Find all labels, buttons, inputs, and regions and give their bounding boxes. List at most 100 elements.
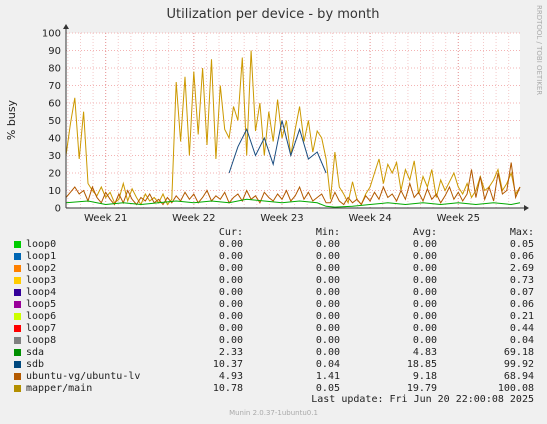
legend-swatch [14,241,21,248]
legend-avg: 0.00 [412,311,437,322]
legend-min: 0.00 [315,251,340,262]
legend-row: mapper/main 10.78 0.05 19.79 100.08 [0,383,547,395]
legend-avg: 0.00 [412,251,437,262]
legend-max: 0.21 [509,311,534,322]
legend-swatch [14,385,21,392]
y-tick-label: 40 [48,134,61,145]
legend-name: sda [26,347,45,358]
legend-avg: 0.00 [412,287,437,298]
legend-swatch [14,253,21,260]
legend-name: ubuntu-vg/ubuntu-lv [26,371,141,382]
legend-max: 0.05 [509,239,534,250]
legend-swatch [14,337,21,344]
legend-cur: 10.78 [212,383,243,394]
legend-avg: 4.83 [412,347,437,358]
legend-row: loop5 0.00 0.00 0.00 0.06 [0,299,547,311]
legend-max: 69.18 [503,347,534,358]
legend-min: 0.00 [315,287,340,298]
legend-row: loop3 0.00 0.00 0.00 0.73 [0,275,547,287]
legend-name: loop5 [26,299,57,310]
x-tick-label: Week 23 [260,213,303,224]
legend-avg: 0.00 [412,275,437,286]
legend-cur: 0.00 [218,287,243,298]
legend-name: loop2 [26,263,57,274]
legend-min: 0.00 [315,311,340,322]
y-tick-label: 70 [48,81,61,92]
legend-min: 0.00 [315,299,340,310]
x-tick-label: Week 25 [437,213,480,224]
legend-cur: 0.00 [218,275,243,286]
legend-avg: 9.18 [412,371,437,382]
legend-avg: 0.00 [412,335,437,346]
legend-avg: 18.85 [406,359,437,370]
rrdtool-credit: RRDTOOL / TOBI OETIKER [535,5,543,95]
legend-cur: 0.00 [218,335,243,346]
legend-swatch [14,289,21,296]
chart-title: Utilization per device - by month [167,7,380,22]
legend-row: sdb 10.37 0.04 18.85 99.92 [0,359,547,371]
y-tick-label: 20 [48,169,61,180]
legend-swatch [14,265,21,272]
legend-row: loop1 0.00 0.00 0.00 0.06 [0,251,547,263]
legend-max: 0.06 [509,299,534,310]
legend-min: 0.00 [315,335,340,346]
legend-name: mapper/main [26,383,93,394]
legend-name: sdb [26,359,45,370]
legend-row: loop2 0.00 0.00 0.00 2.69 [0,263,547,275]
legend-max: 0.07 [509,287,534,298]
legend-row: ubuntu-vg/ubuntu-lv 4.93 1.41 9.18 68.94 [0,371,547,383]
legend-name: loop0 [26,239,57,250]
legend-cur: 4.93 [218,371,243,382]
x-tick-label: Week 24 [348,213,391,224]
x-tick-label: Week 21 [84,213,127,224]
axes: 0 10 20 30 40 50 60 70 80 90 100 Week 21 Week 22 Week… [42,24,529,224]
legend-swatch [14,277,21,284]
legend-row: loop7 0.00 0.00 0.00 0.44 [0,323,547,335]
legend-header: Cur: Min: Avg: Max: [0,227,547,239]
y-tick-label: 100 [42,29,61,40]
footer-version: Munin 2.0.37-1ubuntu0.1 [229,409,318,417]
legend-row: loop4 0.00 0.00 0.00 0.07 [0,287,547,299]
series-line [65,50,521,206]
x-tick-label: Week 22 [172,213,215,224]
legend-swatch [14,373,21,380]
legend-cur: 0.00 [218,299,243,310]
legend-min: 0.00 [315,239,340,250]
plot-area [66,33,520,208]
grid [66,32,520,208]
legend-min: 0.00 [315,323,340,334]
legend-cur: 10.37 [212,359,243,370]
legend-col-cur: Cur: [218,227,243,238]
series-line [65,198,521,208]
series-line [65,162,521,206]
y-axis-label: % busy [5,99,18,140]
legend-swatch [14,361,21,368]
y-tick-label: 0 [55,204,61,215]
legend-max: 2.69 [509,263,534,274]
legend-cur: 0.00 [218,263,243,274]
legend-swatch [14,325,21,332]
legend-name: loop8 [26,335,57,346]
legend-avg: 19.79 [406,383,437,394]
legend-col-max: Max: [509,227,534,238]
y-tick-label: 30 [48,151,61,162]
legend-row: loop0 0.00 0.00 0.00 0.05 [0,239,547,251]
legend-col-min: Min: [315,227,340,238]
x-axis-arrow [524,205,529,211]
legend-name: loop4 [26,287,57,298]
y-tick-label: 80 [48,64,61,75]
legend-row: loop8 0.00 0.00 0.00 0.04 [0,335,547,347]
legend-name: loop3 [26,275,57,286]
legend-name: loop6 [26,311,57,322]
legend-name: loop7 [26,323,57,334]
legend-avg: 0.00 [412,299,437,310]
legend-max: 0.44 [509,323,534,334]
legend-swatch [14,349,21,356]
y-axis-arrow [63,24,69,29]
legend-cur: 2.33 [218,347,243,358]
y-tick-label: 10 [48,186,61,197]
legend-row: loop6 0.00 0.00 0.00 0.21 [0,311,547,323]
legend-max: 0.06 [509,251,534,262]
legend-min: 0.05 [315,383,340,394]
legend-min: 0.00 [315,347,340,358]
